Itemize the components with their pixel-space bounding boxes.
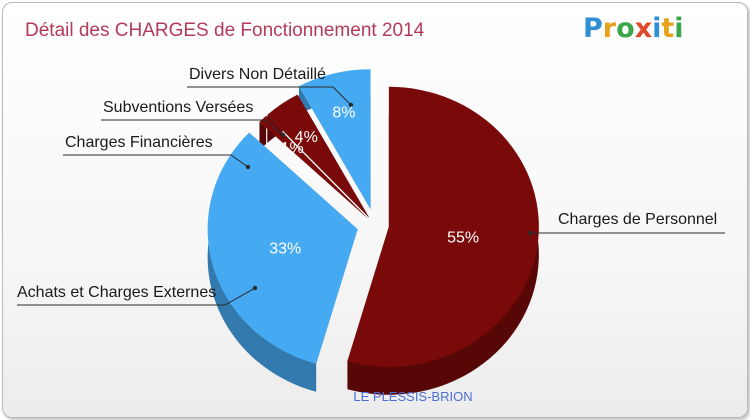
pie-chart: Détail des CHARGES de Fonctionnement 201… bbox=[17, 13, 725, 404]
callout-arrow-icon bbox=[348, 102, 354, 108]
slice-subventions-vers-es bbox=[267, 94, 370, 218]
logo-letter: x bbox=[635, 13, 652, 44]
slice-percent-label: 8% bbox=[332, 105, 355, 122]
logo-letter: i bbox=[652, 13, 661, 44]
svg-text:Proxiti: Proxiti bbox=[583, 13, 684, 44]
callout-label: Charges Financières bbox=[65, 134, 213, 151]
logo-letter: P bbox=[583, 13, 603, 44]
chart-footer: LE PLESSIS-BRION bbox=[353, 389, 472, 404]
callout-label: Subventions Versées bbox=[103, 99, 253, 116]
callout-arrow-icon bbox=[245, 164, 251, 170]
slice-percent-label: 1% bbox=[281, 140, 304, 157]
slice-charges-de-personnel bbox=[347, 86, 539, 367]
proxiti-logo: Proxiti bbox=[583, 13, 684, 44]
slice-percent-label: 4% bbox=[295, 129, 318, 146]
slice-percent-label: 33% bbox=[269, 241, 301, 258]
chart-title: Détail des CHARGES de Fonctionnement 201… bbox=[25, 20, 425, 41]
callout-line bbox=[63, 154, 249, 168]
callout-line bbox=[187, 86, 352, 106]
callout-label: Divers Non Détaillé bbox=[189, 66, 326, 83]
slice-achats-et-charges-externes bbox=[207, 132, 358, 364]
callout-arrow-icon bbox=[280, 132, 286, 138]
callout-arrow-icon bbox=[252, 285, 258, 291]
logo-letter: i bbox=[674, 13, 683, 44]
logo-letter: o bbox=[616, 13, 635, 44]
callout-label: Achats et Charges Externes bbox=[17, 284, 216, 301]
callout-label: Charges de Personnel bbox=[558, 211, 717, 228]
logo-letter: t bbox=[661, 13, 674, 44]
slice-charges-financi-res bbox=[259, 115, 368, 219]
slice-percent-label: 55% bbox=[447, 230, 479, 247]
callout-line bbox=[17, 287, 256, 306]
logo-letter: r bbox=[603, 13, 617, 44]
callout-line bbox=[101, 119, 284, 136]
callout-arrow-icon bbox=[527, 230, 533, 236]
